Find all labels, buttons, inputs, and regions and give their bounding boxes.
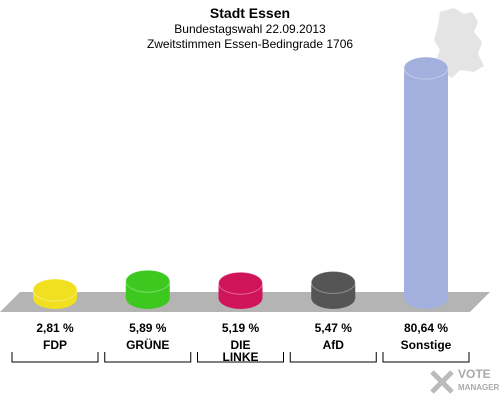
chart-title: Stadt Essen: [210, 5, 290, 21]
watermark-icon: [430, 370, 454, 394]
x-tick-label: FDP: [43, 338, 67, 352]
bar-top: [125, 269, 171, 293]
bar: [403, 56, 449, 309]
bar-body: [404, 68, 448, 298]
category-bracket: [104, 352, 192, 363]
bar: [218, 271, 263, 309]
value-label: 2,81 %: [36, 321, 74, 335]
watermark: VOTE: [458, 367, 491, 381]
x-tick-label: Sonstige: [400, 338, 452, 352]
x-tick-label: DIE LINKE: [222, 338, 259, 364]
map-silhouette: [434, 8, 484, 78]
value-label: 80,64 %: [404, 321, 448, 335]
value-label: 5,89 %: [129, 321, 167, 335]
bar-top: [403, 56, 449, 80]
watermark: MANAGER: [458, 383, 500, 392]
chart-subtitle: Zweitstimmen Essen-Bedingrade 1706: [147, 37, 353, 51]
category-bracket: [11, 352, 99, 363]
bar-top: [218, 271, 263, 295]
x-tick-label: GRÜNE: [126, 338, 170, 352]
category-bracket: [382, 352, 470, 363]
category-bracket: [197, 352, 284, 363]
bar-top: [32, 278, 78, 302]
value-label: 5,47 %: [315, 321, 353, 335]
bar-top: [310, 270, 356, 294]
bar: [310, 270, 356, 309]
chart-subtitle: Bundestagswahl 22.09.2013: [174, 22, 326, 36]
x-tick-label: AfD: [322, 338, 344, 352]
bar: [32, 278, 78, 309]
value-label: 5,19 %: [222, 321, 260, 335]
category-bracket: [289, 352, 377, 363]
bar: [125, 269, 171, 309]
